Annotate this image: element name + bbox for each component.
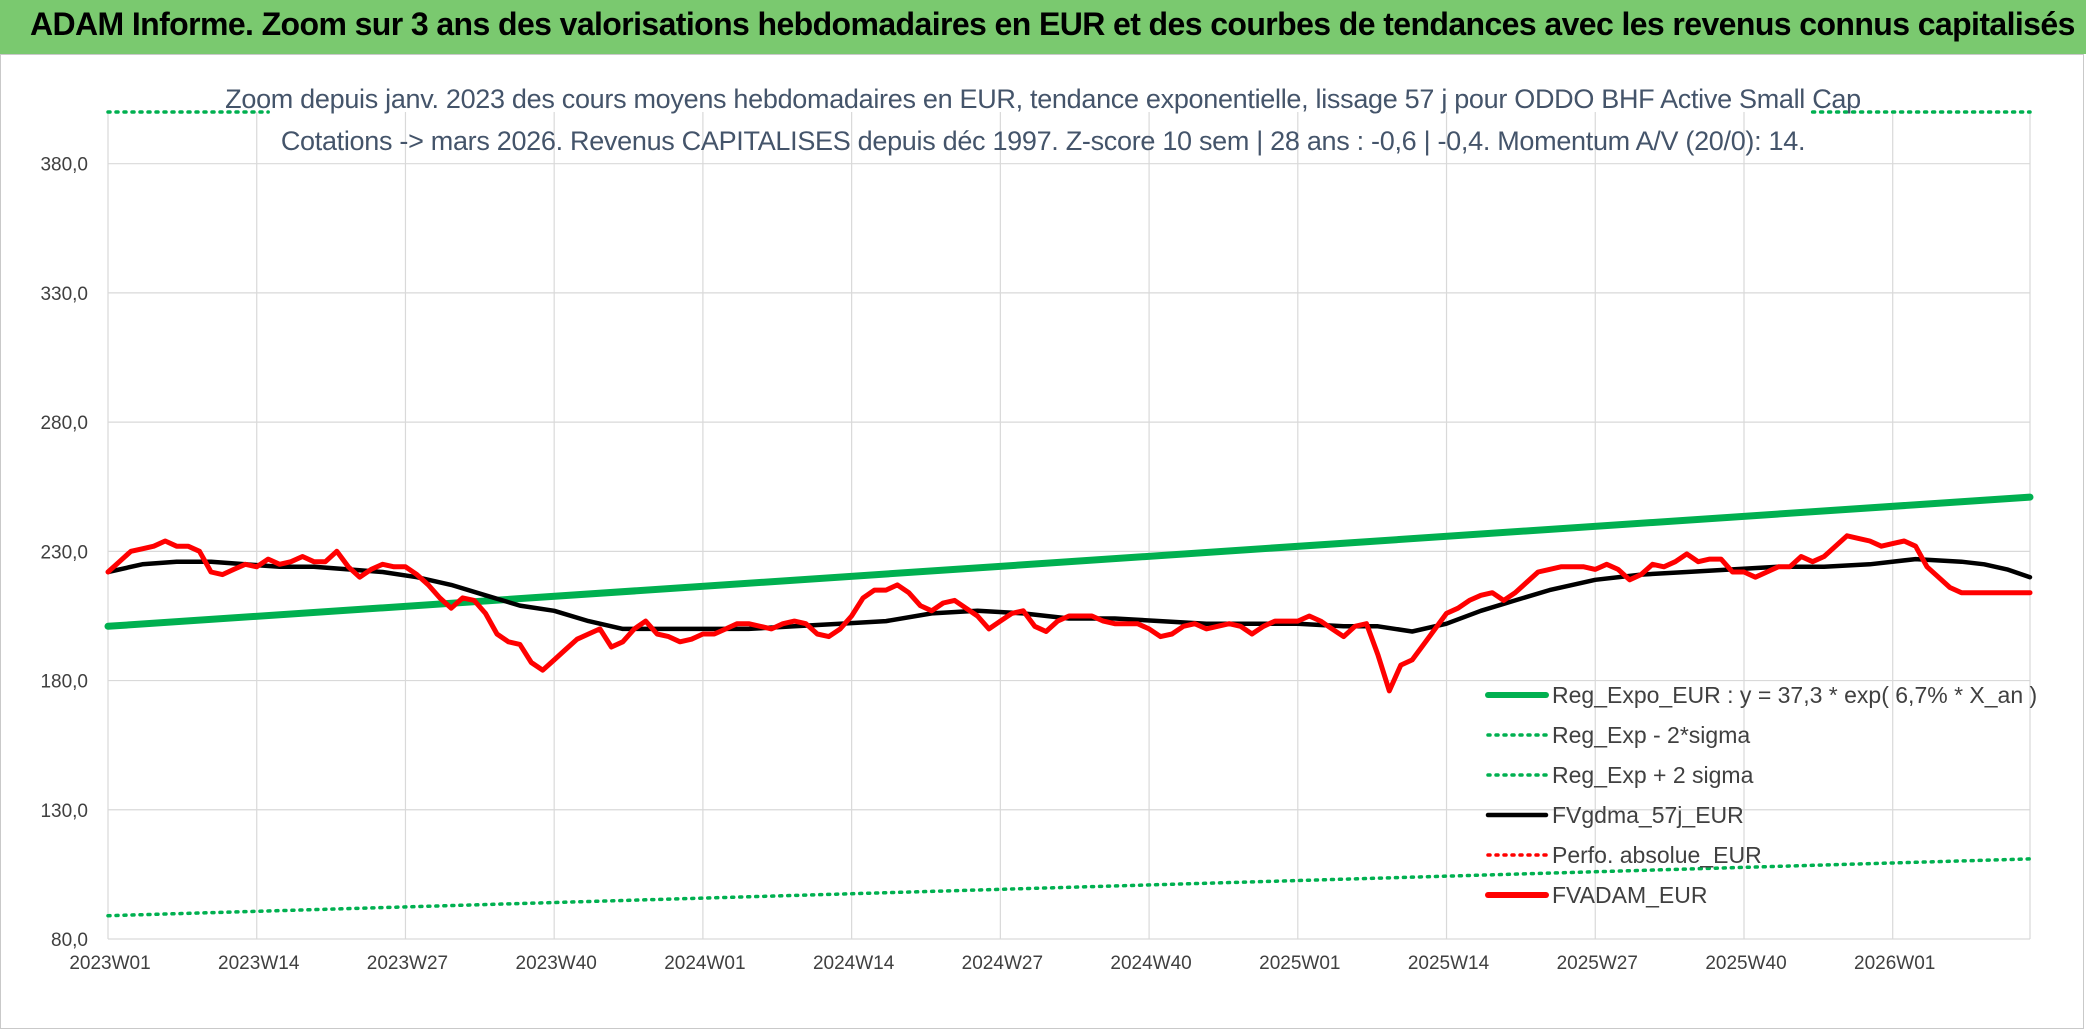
y-tick-label: 230,0 — [40, 542, 88, 563]
legend-label-reg-exp-2-sigma: Reg_Exp + 2 sigma — [1552, 762, 1754, 788]
legend-label-reg-expo-eur-y-37-3-exp-6-7-x-an: Reg_Expo_EUR : y = 37,3 * exp( 6,7% * X_… — [1552, 682, 2037, 708]
x-tick-label: 2024W14 — [813, 953, 895, 974]
legend-label-perfo-absolue-eur: Perfo. absolue_EUR — [1552, 842, 1762, 868]
report-header: ADAM Informe. Zoom sur 3 ans des valoris… — [0, 0, 2086, 54]
x-tick-label: 2024W40 — [1110, 953, 1191, 974]
y-tick-label: 280,0 — [40, 413, 88, 434]
y-tick-label: 130,0 — [40, 801, 88, 822]
x-tick-label: 2025W27 — [1557, 953, 1638, 974]
y-tick-label: 180,0 — [40, 672, 88, 693]
series-line-fvadam-eur — [105, 533, 2033, 694]
chart-frame — [0, 54, 2084, 1029]
x-tick-label: 2024W01 — [664, 953, 745, 974]
x-tick-label: 2026W01 — [1854, 953, 1935, 974]
legend-label-fvgdma-57j-eur: FVgdma_57j_EUR — [1552, 802, 1744, 828]
x-tick-label: 2025W40 — [1705, 953, 1786, 974]
series-line-fvgdma-57j-eur — [105, 556, 2033, 634]
x-tick-label: 2025W14 — [1408, 953, 1490, 974]
x-tick-label: 2024W27 — [962, 953, 1043, 974]
series-line-reg-exp-2-sigma — [106, 857, 2032, 918]
y-tick-label: 80,0 — [51, 930, 88, 951]
legend-label-reg-exp-2-sigma: Reg_Exp - 2*sigma — [1552, 722, 1750, 748]
chart-title: Zoom depuis janv. 2023 des cours moyens … — [225, 84, 1861, 114]
x-tick-label: 2023W27 — [367, 953, 448, 974]
y-tick-label: 330,0 — [40, 284, 88, 305]
x-tick-label: 2023W14 — [218, 953, 300, 974]
series-line-reg-expo-eur-y-37-3-exp-6-7-x-an — [104, 493, 2034, 630]
x-tick-label: 2023W01 — [69, 953, 150, 974]
x-tick-label: 2025W01 — [1259, 953, 1340, 974]
y-tick-label: 380,0 — [40, 155, 88, 176]
report-title: ADAM Informe. Zoom sur 3 ans des valoris… — [30, 6, 2075, 42]
legend-label-fvadam-eur: FVADAM_EUR — [1552, 882, 1708, 908]
chart-subtitle: Cotations -> mars 2026. Revenus CAPITALI… — [280, 126, 1806, 156]
x-tick-label: 2023W40 — [516, 953, 597, 974]
